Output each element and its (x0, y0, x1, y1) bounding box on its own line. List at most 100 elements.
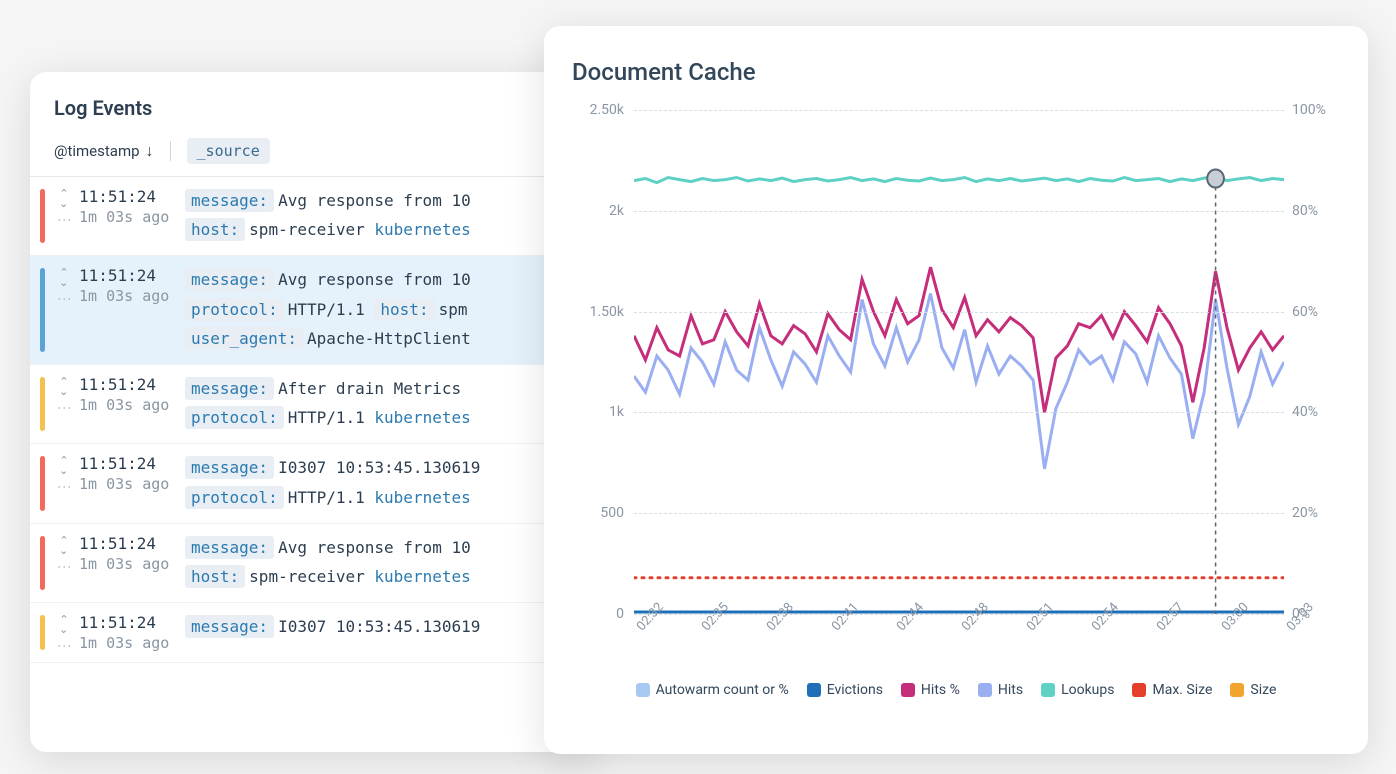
legend-label: Evictions (827, 682, 883, 698)
field-key[interactable]: message: (185, 377, 274, 400)
log-row[interactable]: ⌃⌃ ⋮11:51:241m 03s agomessage:Avg respons… (30, 256, 600, 365)
expand-icon[interactable]: ⌃⌃ (57, 377, 71, 395)
more-icon[interactable]: ⋮ (56, 480, 72, 493)
time-ago: 1m 03s ago (79, 634, 185, 652)
row-controls: ⌃⌃ ⋮ (53, 375, 75, 433)
legend-item[interactable]: Evictions (807, 682, 883, 698)
y-right-tick: 40% (1292, 404, 1340, 420)
chart-legend: Autowarm count or % Evictions Hits % Hits Lo… (572, 682, 1340, 698)
field-key[interactable]: user_agent: (185, 327, 303, 350)
cursor-marker[interactable] (1207, 170, 1224, 188)
expand-icon[interactable]: ⌃⌃ (57, 189, 71, 207)
expand-icon[interactable]: ⌃⌃ (57, 536, 71, 554)
field-key[interactable]: protocol: (185, 486, 284, 509)
severity-bar (40, 536, 45, 590)
y-axis-left: 2.50k2k1.50k1k5000 (572, 102, 624, 622)
legend-swatch (1132, 683, 1146, 697)
y-right-tick: 100% (1292, 102, 1340, 118)
y-left-tick: 2.50k (572, 102, 624, 118)
timestamp: 11:51:24 (79, 187, 185, 206)
legend-item[interactable]: Hits (978, 682, 1023, 698)
field-key[interactable]: message: (185, 456, 274, 479)
gridline (634, 412, 1284, 413)
field-value: spm (439, 300, 468, 319)
source-column-tag[interactable]: _source (187, 138, 270, 164)
row-controls: ⌃⌃ ⋮ (53, 613, 75, 652)
timestamp: 11:51:24 (79, 375, 185, 394)
legend-item[interactable]: Max. Size (1132, 682, 1212, 698)
log-row[interactable]: ⌃⌃⋮11:51:241m 03s agomessage:Avg respons… (30, 177, 600, 256)
gridline (634, 513, 1284, 514)
log-content: message:Avg response from 10protocol:HTT… (185, 266, 600, 354)
legend-item[interactable]: Size (1230, 682, 1276, 698)
row-controls: ⌃⌃ ⋮ (53, 534, 75, 592)
timestamp: 11:51:24 (79, 266, 185, 285)
legend-item[interactable]: Hits % (901, 682, 960, 698)
field-key[interactable]: protocol: (185, 406, 284, 429)
field-key[interactable]: host: (185, 565, 245, 588)
field-key[interactable]: host: (374, 298, 434, 321)
more-icon[interactable]: ⋮ (56, 213, 72, 226)
more-icon[interactable]: ⋮ (56, 401, 72, 414)
timestamp: 11:51:24 (79, 534, 185, 553)
expand-icon[interactable]: ⌃⌃ (57, 268, 71, 286)
log-row[interactable]: ⌃⌃ ⋮ 11:51:24 1m 03s agomessage:After drain… (30, 365, 600, 444)
log-events-title: Log Events (30, 72, 600, 132)
legend-label: Hits % (921, 682, 960, 698)
log-row[interactable]: ⌃⌃ ⋮11:51:241m 03s agomessage:Avg respons… (30, 524, 600, 603)
log-row[interactable]: ⌃⌃⋮11:51:241m 03s agomessage:I0307 10:53… (30, 444, 600, 523)
more-icon[interactable]: ⋮ (56, 292, 72, 305)
log-events-panel: Log Events @timestamp ↓ _source ⌃⌃⋮11:51… (30, 72, 600, 752)
legend-swatch (978, 683, 992, 697)
legend-swatch (636, 683, 650, 697)
legend-item[interactable]: Lookups (1041, 682, 1114, 698)
time-ago: 1m 03s ago (79, 208, 185, 226)
legend-item[interactable]: Autowarm count or % (636, 682, 789, 698)
field-value: spm-receiver (249, 567, 374, 586)
field-value: HTTP/1.1 (288, 300, 375, 319)
series-hits_pct (634, 267, 1284, 412)
time-column: 11:51:241m 03s ago (75, 266, 185, 354)
log-row[interactable]: ⌃⌃⋮11:51:241m 03s agomessage:I0307 10:53… (30, 603, 600, 663)
field-link[interactable]: kubernetes (374, 408, 470, 427)
log-column-header: @timestamp ↓ _source (30, 132, 600, 177)
severity-bar (40, 615, 45, 650)
y-left-tick: 1k (572, 404, 624, 420)
timestamp: 11:51:24 (79, 613, 185, 632)
time-column: 11:51:24 1m 03s ago (75, 375, 185, 433)
gridline (634, 110, 1284, 111)
more-icon[interactable]: ⋮ (56, 560, 72, 573)
series-lookups (634, 177, 1284, 183)
y-left-tick: 500 (572, 505, 624, 521)
field-link[interactable]: kubernetes (374, 488, 470, 507)
log-content: message:Avg response from 10host:spm-rec… (185, 534, 600, 592)
field-link[interactable]: kubernetes (374, 567, 470, 586)
field-key[interactable]: message: (185, 189, 274, 212)
time-column: 11:51:241m 03s ago (75, 534, 185, 592)
field-value: Apache-HttpClient (307, 329, 471, 348)
severity-bar (40, 377, 45, 431)
log-content: message:After drain Metrics protocol:HTT… (185, 375, 600, 433)
severity-bar (40, 268, 45, 352)
field-value: I0307 10:53:45.130619 (278, 458, 480, 477)
field-link[interactable]: kubernetes (374, 220, 470, 239)
field-key[interactable]: message: (185, 615, 274, 638)
field-key[interactable]: host: (185, 218, 245, 241)
expand-icon[interactable]: ⌃⌃ (57, 615, 71, 633)
legend-label: Autowarm count or % (656, 682, 789, 698)
log-content: message:I0307 10:53:45.130619protocol:HT… (185, 454, 600, 512)
expand-icon[interactable]: ⌃⌃ (57, 456, 71, 474)
field-key[interactable]: protocol: (185, 298, 284, 321)
y-left-tick: 1.50k (572, 304, 624, 320)
timestamp-sort[interactable]: @timestamp ↓ (54, 141, 154, 161)
field-key[interactable]: message: (185, 268, 274, 291)
chart-plot[interactable] (634, 110, 1284, 614)
gridline (634, 312, 1284, 313)
legend-label: Size (1250, 682, 1276, 698)
field-key[interactable]: message: (185, 536, 274, 559)
row-controls: ⌃⌃ ⋮ (53, 187, 75, 245)
time-ago: 1m 03s ago (79, 396, 185, 414)
legend-label: Lookups (1061, 682, 1114, 698)
more-icon[interactable]: ⋮ (56, 639, 72, 652)
field-value: HTTP/1.1 (288, 408, 375, 427)
